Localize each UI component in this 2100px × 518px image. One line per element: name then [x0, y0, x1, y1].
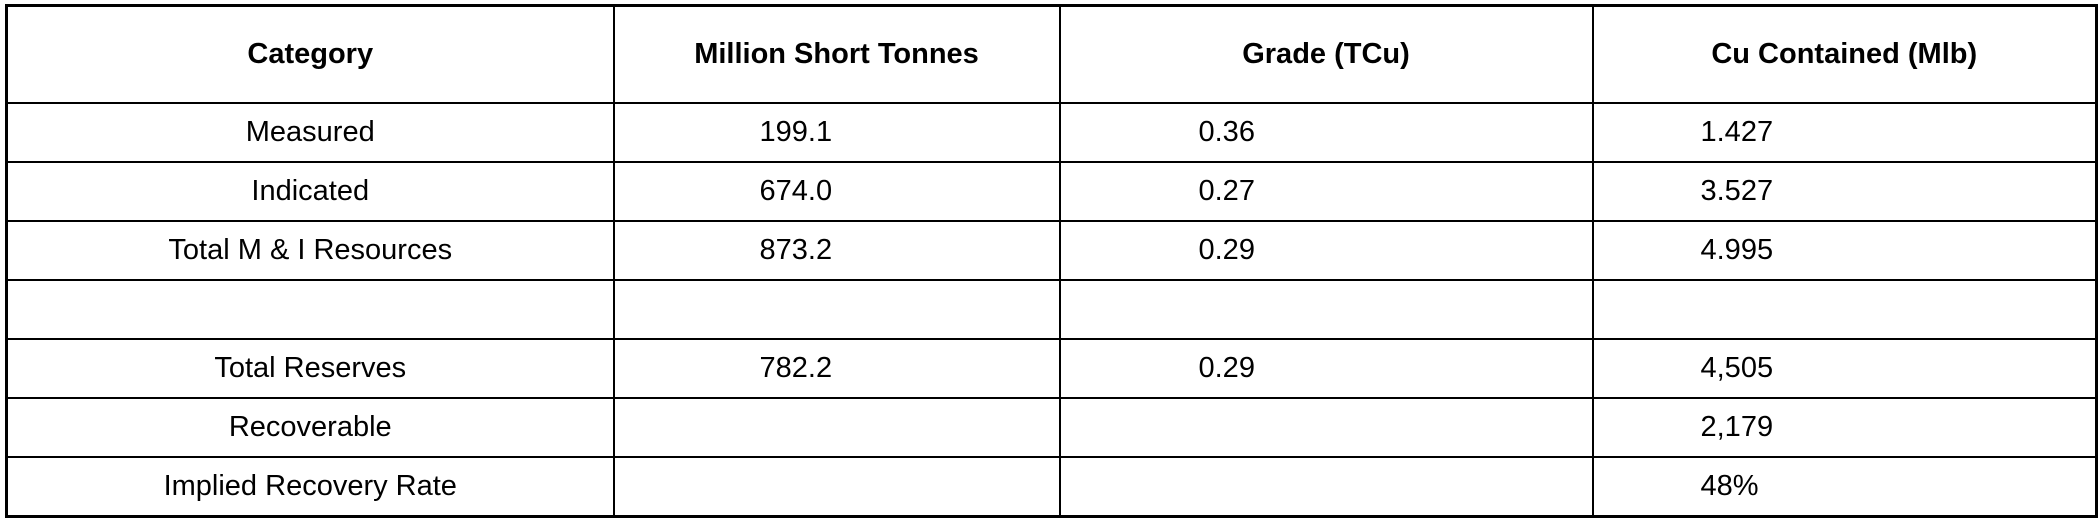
resource-table: Category Million Short Tonnes Grade (TCu) C…: [5, 4, 2098, 518]
column-header: Million Short Tonnes: [612, 4, 1061, 104]
value-cell: 48%: [1591, 456, 2098, 518]
value-cell: 873.2: [612, 220, 1061, 281]
category-cell: Total M & I Resources: [5, 220, 615, 281]
category-cell: Measured: [5, 102, 615, 163]
column-header: Category: [5, 4, 615, 104]
category-cell: Implied Recovery Rate: [5, 456, 615, 518]
table-row: Recoverable 2,179: [5, 397, 2098, 458]
value-cell: [1591, 279, 2098, 340]
table-row: Measured 199.1 0.36 1.427: [5, 102, 2098, 163]
table-row: Total M & I Resources 873.2 0.29 4.995: [5, 220, 2098, 281]
value-cell: 4.995: [1591, 220, 2098, 281]
category-cell: Recoverable: [5, 397, 615, 458]
value-cell: [1058, 456, 1594, 518]
value-cell: [612, 456, 1061, 518]
value-cell: [612, 279, 1061, 340]
value-cell: [612, 397, 1061, 458]
value-cell: 1.427: [1591, 102, 2098, 163]
category-cell: [5, 279, 615, 340]
table-row: [5, 279, 2098, 340]
column-header: Grade (TCu): [1058, 4, 1594, 104]
value-cell: 0.29: [1058, 220, 1594, 281]
table-head: Category Million Short Tonnes Grade (TCu) C…: [5, 4, 2098, 104]
value-cell: [1058, 279, 1594, 340]
table-row: Implied Recovery Rate 48%: [5, 456, 2098, 518]
value-cell: 0.29: [1058, 338, 1594, 399]
value-cell: 2,179: [1591, 397, 2098, 458]
table-row: Total Reserves 782.2 0.29 4,505: [5, 338, 2098, 399]
column-header: Cu Contained (Mlb): [1591, 4, 2098, 104]
value-cell: 199.1: [612, 102, 1061, 163]
table-body: Measured 199.1 0.36 1.427 Indicated 674.0 0.27…: [5, 102, 2098, 518]
category-cell: Indicated: [5, 161, 615, 222]
value-cell: [1058, 397, 1594, 458]
value-cell: 782.2: [612, 338, 1061, 399]
value-cell: 0.27: [1058, 161, 1594, 222]
value-cell: 674.0: [612, 161, 1061, 222]
category-cell: Total Reserves: [5, 338, 615, 399]
header-row: Category Million Short Tonnes Grade (TCu) C…: [5, 4, 2098, 104]
value-cell: 0.36: [1058, 102, 1594, 163]
value-cell: 3.527: [1591, 161, 2098, 222]
value-cell: 4,505: [1591, 338, 2098, 399]
table-row: Indicated 674.0 0.27 3.527: [5, 161, 2098, 222]
